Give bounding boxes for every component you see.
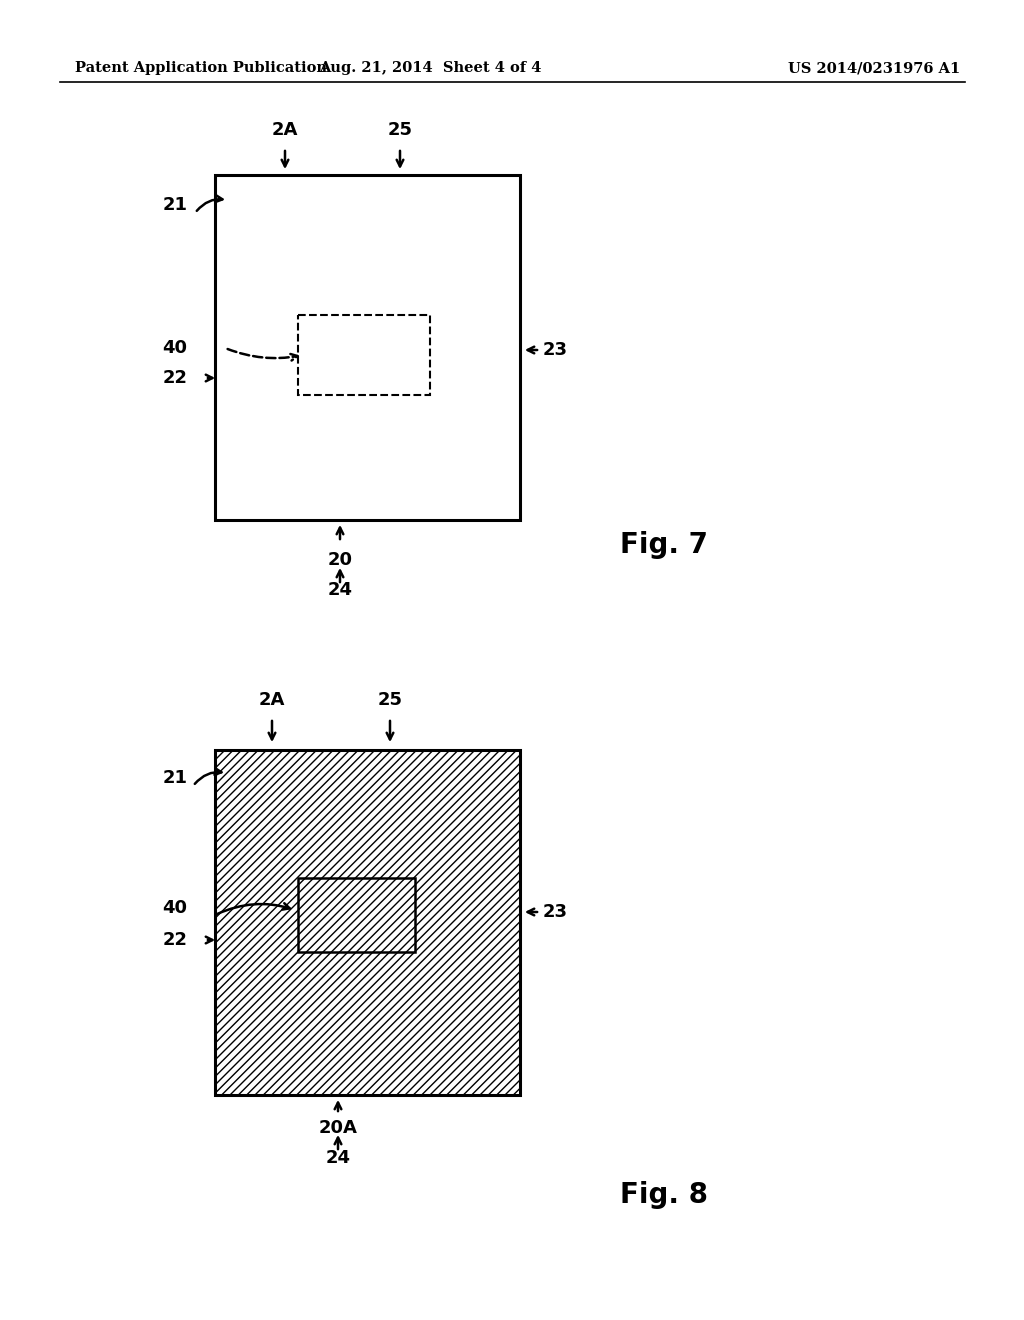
Text: 25: 25 <box>387 121 413 139</box>
Text: 25: 25 <box>378 690 402 709</box>
Text: 24: 24 <box>326 1148 350 1167</box>
Text: 40: 40 <box>163 899 187 917</box>
Text: 21: 21 <box>163 195 187 214</box>
Text: Patent Application Publication: Patent Application Publication <box>75 61 327 75</box>
Text: 21: 21 <box>163 770 187 787</box>
Text: 2A: 2A <box>271 121 298 139</box>
Text: 20A: 20A <box>318 1119 357 1137</box>
Text: 2A: 2A <box>259 690 286 709</box>
Text: 23: 23 <box>543 341 567 359</box>
Text: 40: 40 <box>163 339 187 356</box>
Bar <box>215 750 520 1096</box>
Text: Aug. 21, 2014  Sheet 4 of 4: Aug. 21, 2014 Sheet 4 of 4 <box>318 61 542 75</box>
Text: Fig. 8: Fig. 8 <box>620 1181 708 1209</box>
Bar <box>215 176 520 520</box>
Text: 23: 23 <box>543 903 567 921</box>
Bar <box>298 315 430 395</box>
Text: 22: 22 <box>163 931 187 949</box>
Text: US 2014/0231976 A1: US 2014/0231976 A1 <box>787 61 961 75</box>
Text: Fig. 7: Fig. 7 <box>620 531 708 558</box>
Text: 20: 20 <box>328 550 352 569</box>
Bar <box>298 878 415 952</box>
Text: 24: 24 <box>328 581 352 599</box>
Text: 22: 22 <box>163 370 187 387</box>
